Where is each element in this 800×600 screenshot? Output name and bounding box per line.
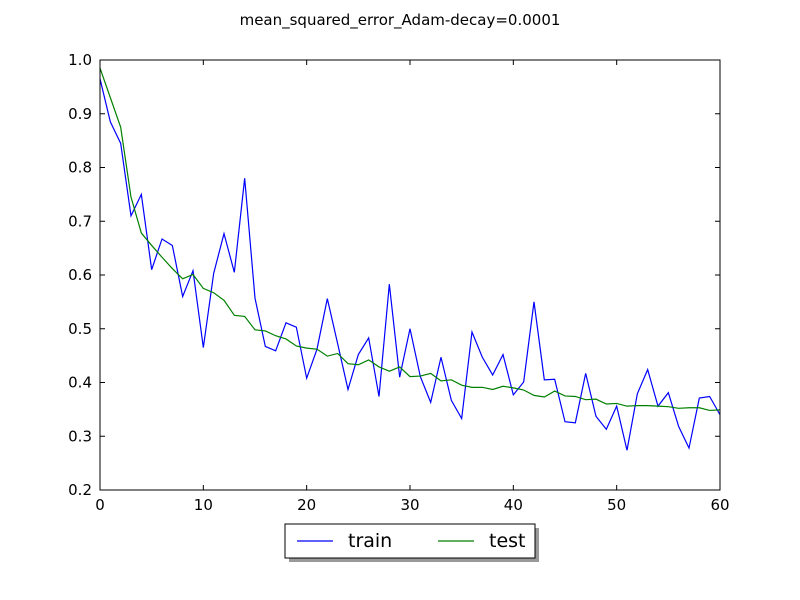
chart-title: mean_squared_error_Adam-decay=0.0001 (240, 11, 561, 30)
series-line-train (99, 78, 721, 451)
x-tick-label: 50 (607, 496, 626, 514)
y-tick-label: 1.0 (68, 51, 92, 69)
x-axis: 0 10 20 30 40 50 60 (95, 60, 730, 514)
series-layer (99, 67, 721, 451)
legend: train test (284, 523, 539, 562)
x-tick-label: 60 (710, 496, 729, 514)
x-tick-label: 30 (400, 496, 419, 514)
y-tick-label: 0.6 (68, 266, 92, 284)
x-tick-label: 10 (194, 496, 213, 514)
legend-label-train: train (348, 530, 392, 552)
y-tick-label: 0.4 (68, 374, 92, 392)
y-tick-label: 0.2 (68, 481, 92, 499)
y-tick-label: 0.9 (68, 105, 92, 123)
plot-area (100, 60, 720, 490)
legend-label-test: test (489, 530, 526, 552)
series-line-test (99, 67, 721, 412)
x-tick-label: 40 (504, 496, 523, 514)
x-tick-label: 20 (297, 496, 316, 514)
y-tick-label: 0.3 (68, 427, 92, 445)
y-axis: 0.2 0.3 0.4 0.5 0.6 0.7 0.8 0.9 1.0 (68, 51, 720, 499)
y-tick-label: 0.5 (68, 320, 92, 338)
y-tick-label: 0.7 (68, 212, 92, 230)
y-tick-label: 0.8 (68, 159, 92, 177)
x-tick-label: 0 (95, 496, 105, 514)
